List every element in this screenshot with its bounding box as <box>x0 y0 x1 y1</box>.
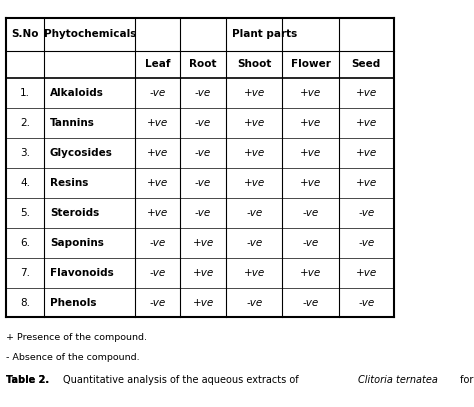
Text: Plant parts: Plant parts <box>232 29 297 39</box>
Text: Flavonoids: Flavonoids <box>50 268 114 278</box>
Text: 5.: 5. <box>20 208 30 218</box>
Text: 3.: 3. <box>20 148 30 158</box>
Text: Phytochemicals: Phytochemicals <box>44 29 136 39</box>
Text: +ve: +ve <box>147 148 168 158</box>
Text: +ve: +ve <box>147 208 168 218</box>
Text: for: for <box>456 375 473 385</box>
Text: +ve: +ve <box>244 88 265 98</box>
Text: -ve: -ve <box>358 238 374 248</box>
Text: +ve: +ve <box>192 268 214 278</box>
Text: Leaf: Leaf <box>145 59 171 70</box>
Text: -ve: -ve <box>195 88 211 98</box>
Text: -ve: -ve <box>150 298 166 308</box>
Text: Phenols: Phenols <box>50 298 96 308</box>
Text: -ve: -ve <box>246 298 262 308</box>
Text: +ve: +ve <box>356 148 377 158</box>
Text: -ve: -ve <box>195 178 211 188</box>
Text: -ve: -ve <box>303 298 319 308</box>
Text: - Absence of the compound.: - Absence of the compound. <box>6 353 139 362</box>
Text: -ve: -ve <box>246 238 262 248</box>
Text: S.No: S.No <box>11 29 39 39</box>
Text: Quantitative analysis of the aqueous extracts of: Quantitative analysis of the aqueous ext… <box>64 375 302 385</box>
Text: -ve: -ve <box>150 268 166 278</box>
Text: -ve: -ve <box>150 88 166 98</box>
Text: Clitoria ternatea: Clitoria ternatea <box>358 375 438 385</box>
Text: -ve: -ve <box>195 148 211 158</box>
Text: Steroids: Steroids <box>50 208 99 218</box>
Text: +ve: +ve <box>300 88 321 98</box>
Text: -ve: -ve <box>150 238 166 248</box>
Text: 2.: 2. <box>20 118 30 128</box>
Text: +ve: +ve <box>244 148 265 158</box>
Text: +ve: +ve <box>244 178 265 188</box>
Text: Table 2.: Table 2. <box>6 375 53 385</box>
Text: +ve: +ve <box>244 118 265 128</box>
Text: -ve: -ve <box>358 208 374 218</box>
Text: +ve: +ve <box>244 268 265 278</box>
Text: +ve: +ve <box>192 238 214 248</box>
Text: Root: Root <box>190 59 217 70</box>
Text: 4.: 4. <box>20 178 30 188</box>
Text: -ve: -ve <box>195 208 211 218</box>
Text: -ve: -ve <box>358 298 374 308</box>
Text: + Presence of the compound.: + Presence of the compound. <box>6 333 147 342</box>
Text: Shoot: Shoot <box>237 59 271 70</box>
Text: 7.: 7. <box>20 268 30 278</box>
Text: -ve: -ve <box>195 118 211 128</box>
Text: +ve: +ve <box>300 178 321 188</box>
Text: 8.: 8. <box>20 298 30 308</box>
Text: +ve: +ve <box>356 118 377 128</box>
Text: +ve: +ve <box>192 298 214 308</box>
Text: +ve: +ve <box>147 118 168 128</box>
Text: +ve: +ve <box>300 268 321 278</box>
Text: Seed: Seed <box>352 59 381 70</box>
Text: Tannins: Tannins <box>50 118 95 128</box>
Text: Glycosides: Glycosides <box>50 148 113 158</box>
Text: 1.: 1. <box>20 88 30 98</box>
Text: Resins: Resins <box>50 178 88 188</box>
Text: -ve: -ve <box>303 208 319 218</box>
Text: Saponins: Saponins <box>50 238 104 248</box>
Text: +ve: +ve <box>356 268 377 278</box>
Text: Table 2.: Table 2. <box>6 375 53 385</box>
Text: +ve: +ve <box>147 178 168 188</box>
Text: +ve: +ve <box>356 178 377 188</box>
Text: 6.: 6. <box>20 238 30 248</box>
Text: +ve: +ve <box>300 118 321 128</box>
Text: Flower: Flower <box>291 59 331 70</box>
Text: +ve: +ve <box>300 148 321 158</box>
Text: -ve: -ve <box>303 238 319 248</box>
Text: -ve: -ve <box>246 208 262 218</box>
Text: Alkaloids: Alkaloids <box>50 88 104 98</box>
Text: +ve: +ve <box>356 88 377 98</box>
